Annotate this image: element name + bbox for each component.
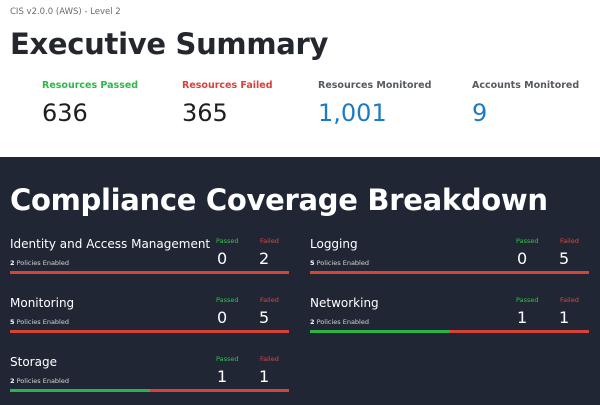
- policies-suffix: Policies Enabled: [316, 259, 369, 267]
- compliance-coverage-section: Compliance Coverage Breakdown Identity a…: [0, 157, 600, 405]
- passed-fill: [10, 389, 150, 392]
- compliance-progress-bar: [310, 330, 589, 333]
- coverage-card-logging: Logging 5 Policies Enabled Passed Failed…: [310, 237, 589, 277]
- policies-suffix: Policies Enabled: [316, 318, 369, 326]
- failed-label: Failed: [260, 237, 279, 245]
- compliance-progress-bar: [310, 271, 589, 274]
- benchmark-subtitle: CIS v2.0.0 (AWS) - Level 2: [10, 7, 121, 17]
- passed-count: 1: [217, 367, 228, 386]
- passed-label: Passed: [216, 355, 239, 363]
- passed-count: 0: [217, 249, 228, 268]
- stat-value: 1,001: [318, 99, 387, 127]
- passed-label: Passed: [216, 237, 239, 245]
- compliance-progress-bar: [10, 330, 289, 333]
- passed-count: 0: [217, 308, 228, 327]
- stat-resources-passed: Resources Passed 636: [42, 80, 138, 127]
- passed-fill: [310, 330, 450, 333]
- coverage-card-storage: Storage 2 Policies Enabled Passed Failed…: [10, 355, 289, 395]
- stat-value: 9: [472, 99, 488, 127]
- compliance-progress-bar: [10, 389, 289, 392]
- failed-count: 1: [559, 308, 570, 327]
- stat-resources-failed: Resources Failed 365: [182, 80, 273, 127]
- category-name: Networking: [310, 296, 379, 310]
- failed-count: 5: [259, 308, 270, 327]
- page-title: Executive Summary: [10, 27, 329, 61]
- stat-accounts-monitored: Accounts Monitored 9: [472, 80, 579, 127]
- failed-count: 2: [259, 249, 270, 268]
- stat-value: 365: [182, 99, 228, 127]
- failed-label: Failed: [260, 296, 279, 304]
- policies-count: 2: [10, 377, 15, 385]
- stat-label: Resources Failed: [182, 80, 273, 91]
- executive-summary-section: CIS v2.0.0 (AWS) - Level 2 Executive Sum…: [0, 0, 600, 157]
- failed-label: Failed: [560, 237, 579, 245]
- failed-count: 5: [559, 249, 570, 268]
- policies-enabled: 2 Policies Enabled: [310, 318, 369, 326]
- stat-label: Accounts Monitored: [472, 80, 580, 91]
- coverage-card-monitoring: Monitoring 5 Policies Enabled Passed Fai…: [10, 296, 289, 336]
- policies-enabled: 2 Policies Enabled: [10, 377, 69, 385]
- policies-count: 2: [10, 259, 15, 267]
- failed-count: 1: [259, 367, 270, 386]
- stat-value: 636: [42, 99, 88, 127]
- coverage-card-iam: Identity and Access Management 2 Policie…: [10, 237, 289, 277]
- category-name: Identity and Access Management: [10, 237, 211, 251]
- stat-label: Resources Passed: [42, 80, 139, 91]
- compliance-progress-bar: [10, 271, 289, 274]
- failed-label: Failed: [260, 355, 279, 363]
- category-name: Monitoring: [10, 296, 75, 310]
- passed-label: Passed: [216, 296, 239, 304]
- policies-enabled: 5 Policies Enabled: [10, 318, 69, 326]
- policies-count: 5: [310, 259, 315, 267]
- coverage-card-networking: Networking 2 Policies Enabled Passed Fai…: [310, 296, 589, 336]
- policies-suffix: Policies Enabled: [16, 318, 69, 326]
- failed-label: Failed: [560, 296, 579, 304]
- policies-count: 2: [310, 318, 315, 326]
- passed-count: 1: [517, 308, 528, 327]
- policies-enabled: 2 Policies Enabled: [10, 259, 69, 267]
- stat-resources-monitored: Resources Monitored 1,001: [318, 80, 431, 127]
- policies-count: 5: [10, 318, 15, 326]
- category-name: Storage: [10, 355, 57, 369]
- category-name: Logging: [310, 237, 358, 251]
- section-title: Compliance Coverage Breakdown: [10, 183, 548, 217]
- passed-label: Passed: [516, 296, 539, 304]
- policies-enabled: 5 Policies Enabled: [310, 259, 369, 267]
- passed-label: Passed: [516, 237, 539, 245]
- policies-suffix: Policies Enabled: [16, 259, 69, 267]
- policies-suffix: Policies Enabled: [16, 377, 69, 385]
- stat-label: Resources Monitored: [318, 80, 432, 91]
- passed-count: 0: [517, 249, 528, 268]
